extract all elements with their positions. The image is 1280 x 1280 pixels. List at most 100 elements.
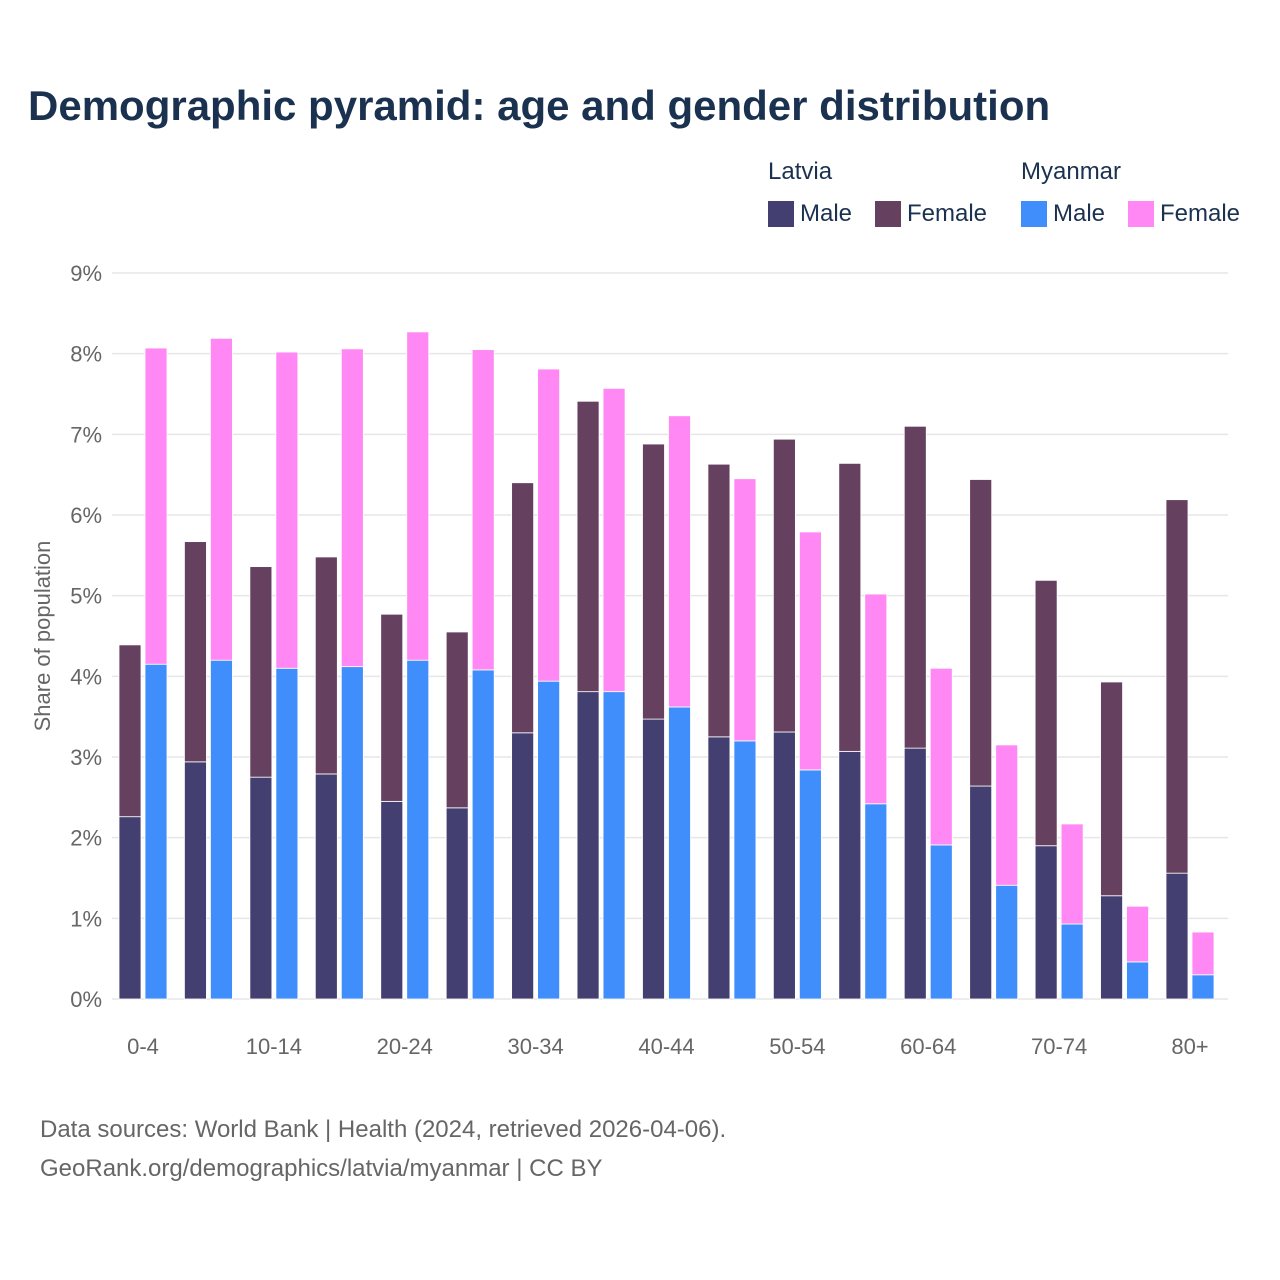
- bar-latvia-female: [380, 613, 404, 802]
- x-tick-label: 50-54: [769, 1034, 825, 1059]
- bar-latvia-male: [1100, 895, 1123, 1000]
- y-tick-label: 5%: [70, 584, 102, 609]
- bar-myanmar-female: [537, 368, 561, 682]
- bar-latvia-female: [249, 566, 273, 778]
- y-tick-label: 7%: [70, 422, 102, 447]
- legend-label: Male: [1053, 200, 1106, 227]
- bar-latvia-male: [576, 691, 600, 1000]
- bar-latvia-male: [249, 776, 273, 1000]
- bar-myanmar-female: [1191, 931, 1215, 976]
- bar-myanmar-male: [929, 844, 953, 1000]
- bar-latvia-male: [511, 732, 535, 1000]
- bar-latvia-male: [903, 747, 927, 1000]
- legend-swatch: [1128, 201, 1154, 227]
- bar-latvia-male: [642, 718, 665, 1000]
- bar-myanmar-female: [1060, 823, 1084, 925]
- source-url: GeoRank.org/demographics/latvia/myanmar …: [40, 1155, 603, 1182]
- chart-title: Demographic pyramid: age and gender dist…: [28, 82, 1051, 129]
- x-tick-label: 20-24: [377, 1034, 433, 1059]
- y-tick-label: 3%: [70, 745, 102, 770]
- y-tick-label: 8%: [70, 342, 102, 367]
- bar-myanmar-female: [1126, 905, 1149, 963]
- legend-swatch: [1021, 201, 1047, 227]
- bar-latvia-female: [1100, 681, 1123, 897]
- bar-myanmar-male: [733, 740, 757, 1000]
- bar-latvia-male: [838, 750, 862, 1000]
- bar-latvia-female: [707, 463, 731, 738]
- bar-myanmar-male: [210, 659, 233, 1000]
- bar-latvia-male: [1165, 872, 1189, 1000]
- bar-myanmar-female: [733, 478, 757, 742]
- bar-myanmar-male: [602, 691, 626, 1000]
- bar-myanmar-male: [537, 680, 561, 1000]
- y-tick-label: 0%: [70, 987, 102, 1012]
- bar-latvia-male: [118, 816, 142, 1000]
- bar-latvia-male: [969, 785, 993, 1000]
- bar-latvia-female: [772, 438, 796, 733]
- legend-label: Female: [1160, 200, 1241, 227]
- y-tick-label: 6%: [70, 503, 102, 528]
- legend-myanmar-female[interactable]: Female: [1128, 200, 1240, 228]
- legend-myanmar-male[interactable]: Male: [1021, 200, 1105, 228]
- x-tick-label: 10-14: [246, 1034, 302, 1059]
- legend-latvia-female[interactable]: Female: [875, 200, 987, 228]
- y-tick-label: 2%: [70, 826, 102, 851]
- bar-myanmar-female: [668, 415, 691, 708]
- bar-myanmar-male: [798, 769, 822, 1000]
- bar-latvia-female: [903, 425, 927, 749]
- bar-myanmar-male: [275, 667, 299, 1000]
- bar-myanmar-female: [602, 387, 626, 693]
- bar-latvia-female: [969, 479, 993, 787]
- bar-myanmar-female: [275, 351, 299, 669]
- bar-myanmar-female: [144, 347, 168, 665]
- legend-swatch: [875, 201, 901, 227]
- bar-latvia-female: [314, 556, 338, 775]
- bar-myanmar-male: [1191, 974, 1215, 1000]
- bar-myanmar-male: [668, 706, 691, 1000]
- x-tick-label: 30-34: [507, 1034, 563, 1059]
- bar-latvia-male: [1034, 845, 1058, 1000]
- x-tick-label: 60-64: [900, 1034, 956, 1059]
- bar-myanmar-male: [995, 884, 1019, 1000]
- bar-latvia-female: [1165, 499, 1189, 874]
- bar-myanmar-female: [471, 349, 495, 671]
- bar-latvia-male: [772, 731, 796, 1000]
- bar-myanmar-female: [340, 348, 364, 668]
- x-tick-label: 0-4: [127, 1034, 159, 1059]
- legend-group-myanmar: Myanmar: [1021, 158, 1122, 185]
- x-tick-label: 40-44: [638, 1034, 694, 1059]
- x-tick-label: 70-74: [1031, 1034, 1087, 1059]
- bar-latvia-male: [380, 800, 404, 1000]
- bar-myanmar-male: [144, 663, 168, 1000]
- bar-latvia-female: [118, 644, 142, 818]
- y-tick-label: 4%: [70, 664, 102, 689]
- legend-label: Male: [800, 200, 853, 227]
- bar-latvia-female: [642, 443, 665, 720]
- legend-label: Female: [907, 200, 988, 227]
- legend-group-latvia: Latvia: [768, 158, 833, 185]
- bar-myanmar-female: [929, 667, 953, 846]
- bar-myanmar-female: [406, 331, 430, 661]
- bar-myanmar-male: [340, 666, 364, 1000]
- bar-latvia-female: [838, 462, 862, 752]
- legend-latvia-male[interactable]: Male: [768, 200, 852, 228]
- bar-myanmar-male: [1060, 923, 1084, 1000]
- x-tick-label: 80+: [1171, 1034, 1208, 1059]
- bar-myanmar-female: [798, 531, 822, 771]
- bar-myanmar-female: [995, 744, 1019, 886]
- bar-myanmar-male: [406, 659, 430, 1000]
- bar-latvia-male: [707, 736, 731, 1000]
- bar-latvia-male: [184, 761, 207, 1000]
- y-tick-label: 1%: [70, 906, 102, 931]
- bar-myanmar-male: [471, 669, 495, 1000]
- bar-latvia-female: [445, 631, 469, 809]
- bar-myanmar-male: [864, 803, 888, 1000]
- bar-myanmar-female: [864, 593, 888, 805]
- bar-myanmar-male: [1126, 961, 1149, 1000]
- bar-latvia-male: [314, 773, 338, 1000]
- bar-latvia-female: [576, 400, 600, 693]
- legend-swatch: [768, 201, 794, 227]
- y-axis-title: Share of population: [30, 541, 55, 732]
- bar-latvia-female: [511, 482, 535, 734]
